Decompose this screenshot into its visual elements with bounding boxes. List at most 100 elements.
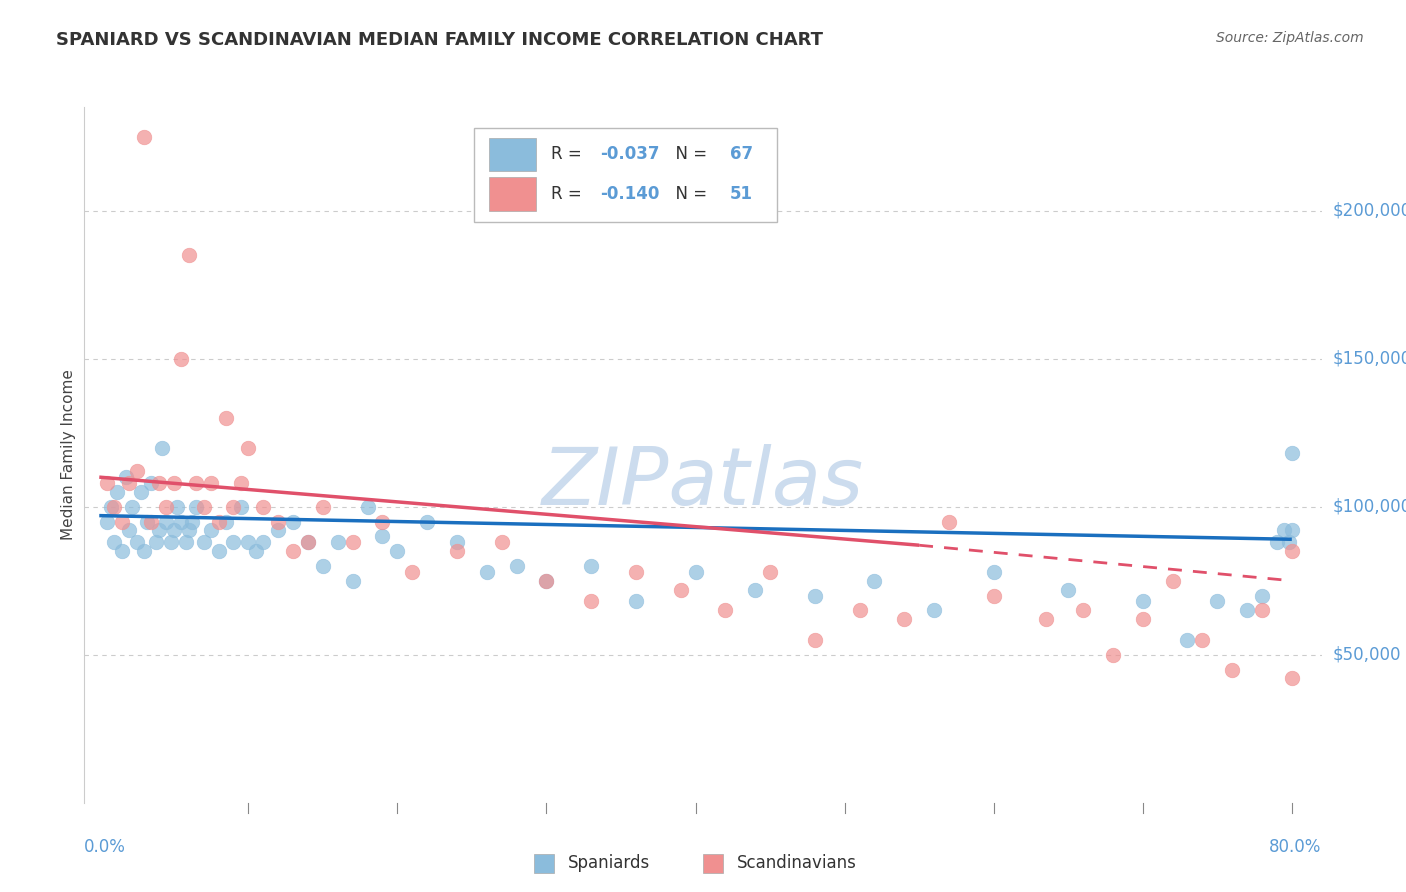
Point xyxy=(475,565,498,579)
Text: 67: 67 xyxy=(730,145,754,163)
Text: $200,000: $200,000 xyxy=(1333,202,1406,219)
Point xyxy=(536,574,558,588)
Point xyxy=(125,464,148,478)
Point xyxy=(579,558,602,573)
Text: $100,000: $100,000 xyxy=(1333,498,1406,516)
Point xyxy=(105,484,128,499)
Point xyxy=(141,515,163,529)
Point xyxy=(297,535,319,549)
Point xyxy=(118,476,141,491)
Point xyxy=(166,500,188,514)
Text: 51: 51 xyxy=(730,185,754,203)
Point xyxy=(252,500,274,514)
Point xyxy=(446,535,468,549)
Point xyxy=(180,515,202,529)
Point xyxy=(1265,535,1288,549)
Point xyxy=(281,515,304,529)
Point xyxy=(145,535,167,549)
Point xyxy=(1071,603,1094,617)
Text: SPANIARD VS SCANDINAVIAN MEDIAN FAMILY INCOME CORRELATION CHART: SPANIARD VS SCANDINAVIAN MEDIAN FAMILY I… xyxy=(56,31,824,49)
Point xyxy=(207,515,229,529)
Point xyxy=(579,594,602,608)
Point xyxy=(115,470,138,484)
Point xyxy=(1132,612,1154,626)
Point xyxy=(132,129,155,144)
Point xyxy=(804,632,827,647)
Point xyxy=(1220,663,1243,677)
Point xyxy=(96,476,118,491)
Point xyxy=(103,500,125,514)
Point xyxy=(356,500,378,514)
Point xyxy=(669,582,692,597)
Point xyxy=(252,535,274,549)
Point xyxy=(624,565,647,579)
Point xyxy=(1251,589,1274,603)
Point xyxy=(111,544,134,558)
Point xyxy=(229,500,252,514)
Point xyxy=(1206,594,1229,608)
Point xyxy=(1251,603,1274,617)
Point xyxy=(371,529,394,543)
Point xyxy=(103,535,125,549)
Text: -0.140: -0.140 xyxy=(600,185,659,203)
Point xyxy=(267,524,290,538)
Point xyxy=(155,500,177,514)
Point xyxy=(326,535,349,549)
Point xyxy=(1191,632,1213,647)
Text: Scandinavians: Scandinavians xyxy=(737,855,856,872)
Text: N =: N = xyxy=(665,145,711,163)
Point xyxy=(893,612,915,626)
Text: $150,000: $150,000 xyxy=(1333,350,1406,368)
Point xyxy=(141,476,163,491)
Point xyxy=(759,565,782,579)
Point xyxy=(685,565,707,579)
Point xyxy=(132,544,155,558)
Point xyxy=(1272,524,1295,538)
Point xyxy=(100,500,122,514)
Point xyxy=(863,574,886,588)
Point xyxy=(170,515,193,529)
Text: Spaniards: Spaniards xyxy=(568,855,650,872)
Point xyxy=(1281,524,1303,538)
Point xyxy=(1177,632,1199,647)
Text: $50,000: $50,000 xyxy=(1333,646,1402,664)
Text: Source: ZipAtlas.com: Source: ZipAtlas.com xyxy=(1216,31,1364,45)
Point xyxy=(245,544,267,558)
Point xyxy=(983,565,1005,579)
Point xyxy=(170,351,193,366)
Point xyxy=(136,515,159,529)
Point xyxy=(148,476,170,491)
Point xyxy=(222,500,245,514)
Point xyxy=(177,524,200,538)
Point xyxy=(174,535,197,549)
Point xyxy=(401,565,423,579)
Point xyxy=(938,515,960,529)
Point xyxy=(229,476,252,491)
FancyBboxPatch shape xyxy=(489,137,536,171)
Point xyxy=(111,515,134,529)
Point xyxy=(1281,446,1303,460)
Y-axis label: Median Family Income: Median Family Income xyxy=(60,369,76,541)
Point xyxy=(804,589,827,603)
Point xyxy=(387,544,409,558)
Point xyxy=(848,603,870,617)
Point xyxy=(1102,648,1125,662)
Point xyxy=(222,535,245,549)
Point xyxy=(505,558,527,573)
Point xyxy=(446,544,468,558)
Point xyxy=(215,515,238,529)
Point xyxy=(186,476,208,491)
Point xyxy=(1281,544,1303,558)
Point xyxy=(238,535,260,549)
Point xyxy=(1035,612,1057,626)
Point xyxy=(491,535,513,549)
Text: 80.0%: 80.0% xyxy=(1270,838,1322,855)
Point xyxy=(312,558,335,573)
Point xyxy=(1236,603,1258,617)
Point xyxy=(922,603,945,617)
Point xyxy=(416,515,439,529)
Text: 0.0%: 0.0% xyxy=(84,838,127,855)
Point xyxy=(297,535,319,549)
Point xyxy=(155,515,177,529)
Point xyxy=(148,524,170,538)
